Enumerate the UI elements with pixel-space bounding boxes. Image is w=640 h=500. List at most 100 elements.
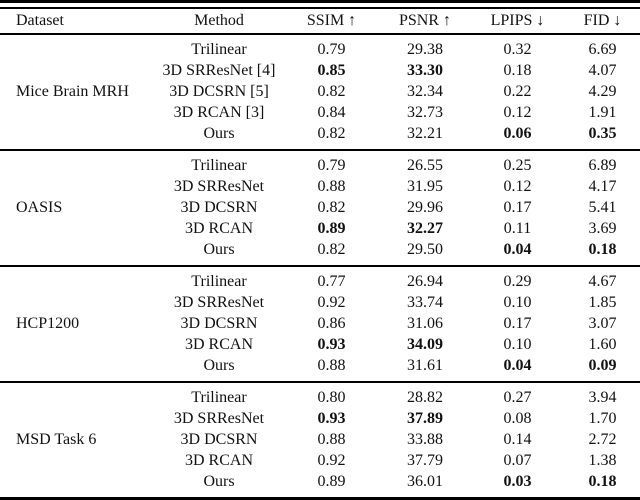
cell-lpips: 0.12 xyxy=(503,178,532,195)
cell-lpips: 0.08 xyxy=(503,410,532,427)
cell-fid: 0.18 xyxy=(588,241,617,258)
cell-method: 3D RCAN xyxy=(184,452,253,469)
cell-ssim: 0.89 xyxy=(317,473,346,490)
table-header-row: Dataset Method SSIM ↑ PSNR ↑ LPIPS ↓ FID… xyxy=(0,9,640,33)
cell-method: 3D RCAN xyxy=(184,220,253,237)
cell-psnr: 26.94 xyxy=(407,273,443,290)
cell-psnr: 33.74 xyxy=(407,294,443,311)
cell-psnr: 31.95 xyxy=(407,178,443,195)
cell-lpips: 0.17 xyxy=(503,315,532,332)
cell-fid: 1.70 xyxy=(588,410,617,427)
cell-fid: 1.85 xyxy=(588,294,617,311)
table-row: Trilinear 0.79 29.38 0.32 6.69 xyxy=(155,39,640,60)
cell-lpips: 0.29 xyxy=(503,273,532,290)
table-row: 3D SRResNet 0.93 37.89 0.08 1.70 xyxy=(155,408,640,429)
table-row: Trilinear 0.77 26.94 0.29 4.67 xyxy=(155,271,640,292)
cell-method: 3D DCSRN xyxy=(180,315,258,332)
table-row: 3D RCAN [3] 0.84 32.73 0.12 1.91 xyxy=(155,102,640,123)
cell-lpips: 0.04 xyxy=(503,357,532,374)
bottom-rule xyxy=(0,496,640,500)
cell-method: 3D SRResNet xyxy=(173,294,265,311)
table-row: 3D SRResNet [4] 0.85 33.30 0.18 4.07 xyxy=(155,60,640,81)
cell-method: 3D DCSRN xyxy=(180,431,258,448)
cell-method: 3D RCAN [3] xyxy=(173,104,265,121)
dataset-label: Mice Brain MRH xyxy=(16,82,129,100)
cell-ssim: 0.80 xyxy=(317,389,346,406)
dataset-group: HCP1200 Trilinear 0.77 26.94 0.29 4.67 3D SRRe… xyxy=(0,267,640,381)
table-row: Ours 0.82 32.21 0.06 0.35 xyxy=(155,123,640,144)
col-header-fid: FID ↓ xyxy=(583,11,622,29)
cell-psnr: 37.89 xyxy=(407,410,443,427)
group-divider-rule xyxy=(0,264,640,267)
group-rows: Trilinear 0.79 29.38 0.32 6.69 3D SRResNet [4… xyxy=(155,35,640,149)
cell-method: Trilinear xyxy=(191,157,247,174)
cell-fid: 1.60 xyxy=(588,336,617,353)
cell-ssim: 0.77 xyxy=(317,273,346,290)
cell-method: 3D DCSRN [5] xyxy=(169,83,269,100)
cell-lpips: 0.03 xyxy=(503,473,532,490)
dataset-label: HCP1200 xyxy=(16,314,80,332)
cell-ssim: 0.84 xyxy=(317,104,346,121)
cell-lpips: 0.11 xyxy=(503,220,532,237)
cell-psnr: 33.88 xyxy=(407,431,443,448)
cell-method: Trilinear xyxy=(191,389,247,406)
group-divider-rule xyxy=(0,148,640,151)
dataset-label: MSD Task 6 xyxy=(16,430,97,448)
cell-lpips: 0.32 xyxy=(503,41,532,58)
cell-ssim: 0.79 xyxy=(317,157,346,174)
cell-fid: 5.41 xyxy=(588,199,617,216)
table-row: 3D DCSRN 0.82 29.96 0.17 5.41 xyxy=(155,197,640,218)
table-row: 3D RCAN 0.89 32.27 0.11 3.69 xyxy=(155,218,640,239)
cell-psnr: 32.34 xyxy=(407,83,443,100)
dataset-label: OASIS xyxy=(16,198,63,216)
cell-ssim: 0.86 xyxy=(317,315,346,332)
cell-lpips: 0.10 xyxy=(503,336,532,353)
cell-fid: 1.91 xyxy=(588,104,617,121)
cell-lpips: 0.07 xyxy=(503,452,532,469)
cell-method: Trilinear xyxy=(191,273,247,290)
cell-lpips: 0.17 xyxy=(503,199,532,216)
cell-fid: 3.07 xyxy=(588,315,617,332)
dataset-group: MSD Task 6 Trilinear 0.80 28.82 0.27 3.94 3D S… xyxy=(0,383,640,497)
cell-psnr: 31.06 xyxy=(407,315,443,332)
cell-psnr: 34.09 xyxy=(407,336,443,353)
top-rule-outer xyxy=(0,0,640,3)
table-row: 3D SRResNet 0.92 33.74 0.10 1.85 xyxy=(155,292,640,313)
col-header-ssim: SSIM ↑ xyxy=(306,11,357,29)
group-rows: Trilinear 0.79 26.55 0.25 6.89 3D SRResNet 0.8… xyxy=(155,151,640,265)
cell-lpips: 0.10 xyxy=(503,294,532,311)
cell-psnr: 33.30 xyxy=(407,62,443,79)
cell-psnr: 29.96 xyxy=(407,199,443,216)
cell-lpips: 0.12 xyxy=(503,104,532,121)
col-header-dataset: Dataset xyxy=(16,11,64,29)
cell-psnr: 31.61 xyxy=(407,357,443,374)
cell-method: Ours xyxy=(203,241,235,258)
cell-fid: 3.69 xyxy=(588,220,617,237)
cell-psnr: 29.50 xyxy=(407,241,443,258)
cell-lpips: 0.27 xyxy=(503,389,532,406)
cell-method: 3D SRResNet xyxy=(173,178,265,195)
cell-fid: 2.72 xyxy=(588,431,617,448)
cell-ssim: 0.82 xyxy=(317,83,346,100)
cell-method: Trilinear xyxy=(191,41,247,58)
table-row: Ours 0.89 36.01 0.03 0.18 xyxy=(155,471,640,492)
cell-method: 3D SRResNet xyxy=(173,410,265,427)
cell-fid: 4.29 xyxy=(588,83,617,100)
table-row: Ours 0.88 31.61 0.04 0.09 xyxy=(155,355,640,376)
cell-ssim: 0.92 xyxy=(317,294,346,311)
cell-lpips: 0.18 xyxy=(503,62,532,79)
cell-ssim: 0.92 xyxy=(317,452,346,469)
cell-ssim: 0.82 xyxy=(317,241,346,258)
cell-method: 3D RCAN xyxy=(184,336,253,353)
header-rule xyxy=(0,32,640,35)
cell-ssim: 0.88 xyxy=(317,178,346,195)
cell-ssim: 0.93 xyxy=(317,410,346,427)
group-rows: Trilinear 0.80 28.82 0.27 3.94 3D SRResNet 0.9… xyxy=(155,383,640,497)
table-row: 3D DCSRN 0.86 31.06 0.17 3.07 xyxy=(155,313,640,334)
cell-lpips: 0.25 xyxy=(503,157,532,174)
cell-method: Ours xyxy=(203,357,235,374)
cell-lpips: 0.06 xyxy=(503,125,532,142)
cell-psnr: 32.27 xyxy=(407,220,443,237)
cell-psnr: 26.55 xyxy=(407,157,443,174)
